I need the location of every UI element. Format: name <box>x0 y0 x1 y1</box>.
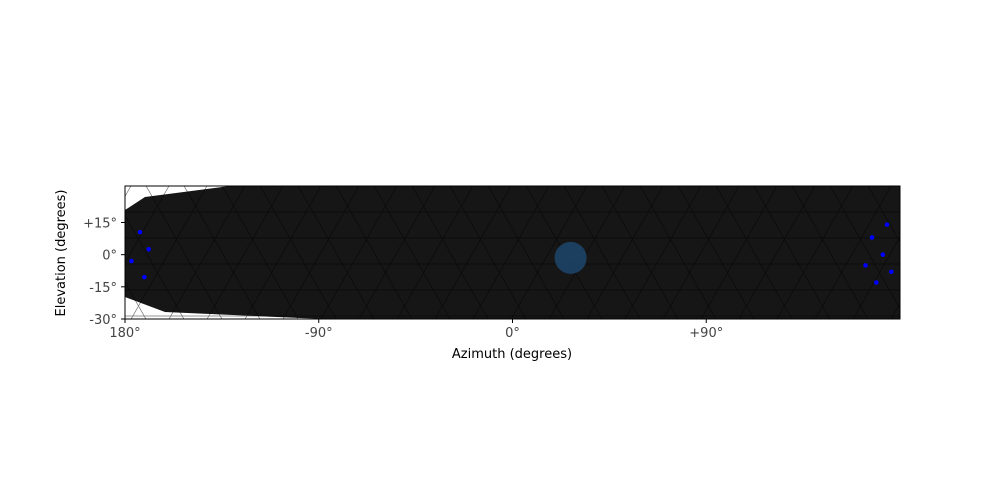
y-tick-label: -15° <box>89 281 117 296</box>
heatmap-glow-left <box>125 186 195 319</box>
data-points <box>129 222 894 285</box>
data-point <box>869 235 875 240</box>
triangle-mesh <box>125 186 900 319</box>
heatmap-surface <box>125 186 900 319</box>
data-point <box>889 269 894 275</box>
marker-layer <box>554 241 587 274</box>
x-tick-label: -90° <box>305 326 333 341</box>
x-tick-label: 180° <box>109 326 140 341</box>
data-point <box>863 263 868 268</box>
data-point <box>880 252 886 257</box>
y-tick-label: +15° <box>83 216 117 231</box>
x-tick-label: +90° <box>689 326 723 341</box>
plot-area <box>125 186 900 319</box>
data-point <box>129 258 134 264</box>
highlight-marker <box>554 241 587 274</box>
data-point <box>142 274 147 280</box>
y-tick-label: -30° <box>89 313 117 328</box>
x-axis-ticks: 180° -90° 0° +90° <box>109 319 723 341</box>
data-point <box>137 229 143 235</box>
y-tick-label: 0° <box>102 249 117 264</box>
data-point <box>874 280 879 285</box>
heatmap-glow-right <box>825 186 900 319</box>
x-tick-label: 0° <box>505 326 520 341</box>
x-axis-label: Azimuth (degrees) <box>452 347 572 362</box>
data-point <box>884 222 890 227</box>
y-axis-ticks: +15° 0° -15° -30° <box>83 216 125 328</box>
y-axis-label: Elevation (degrees) <box>54 190 69 317</box>
data-point <box>146 246 151 252</box>
